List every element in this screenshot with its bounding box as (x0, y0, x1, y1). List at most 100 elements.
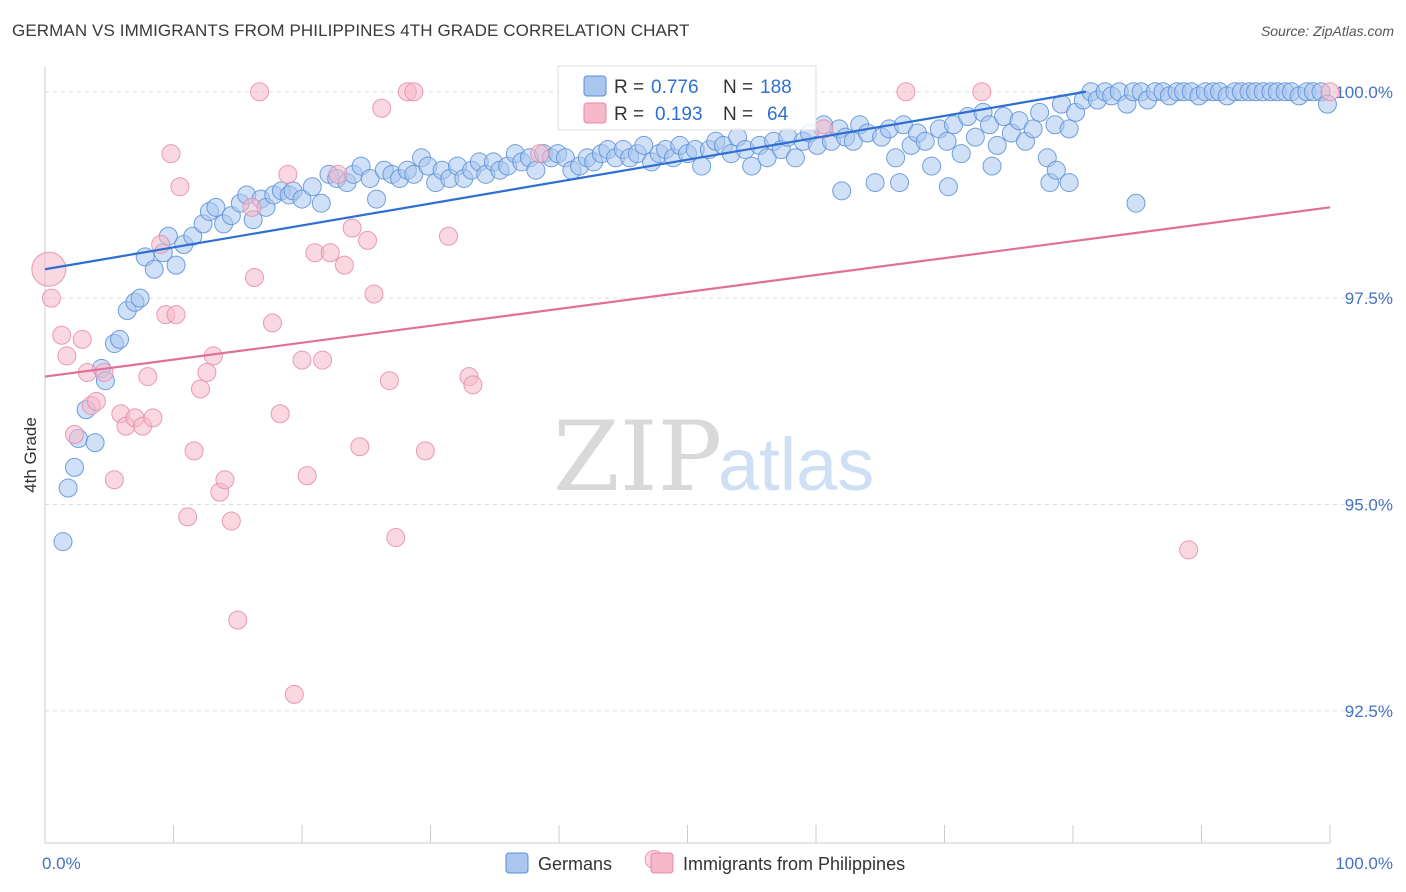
point-philippines (138, 367, 158, 387)
point-philippines (244, 268, 264, 288)
point-philippines (292, 350, 312, 370)
bottom-legend-swatch-philippines (650, 852, 674, 874)
point-germans (1009, 111, 1029, 131)
point-philippines (358, 230, 378, 250)
bottom-legend-label-germans: Germans (538, 854, 612, 874)
point-philippines (270, 404, 290, 424)
point-germans (1046, 160, 1066, 180)
y-tick-label: 97.5% (1345, 289, 1393, 308)
point-philippines (438, 226, 458, 246)
point-germans (144, 259, 164, 279)
legend-n-value-germans: 188 (760, 77, 792, 98)
point-germans (183, 226, 203, 246)
point-germans (943, 115, 963, 135)
point-germans (785, 148, 805, 168)
point-philippines (530, 144, 550, 164)
point-philippines (72, 329, 92, 349)
point-philippines (57, 346, 77, 366)
point-philippines (334, 255, 354, 275)
point-germans (692, 156, 712, 176)
grid-layer: 92.5% 95.0% 97.5% 100.0% (45, 83, 1393, 721)
watermark: ZIP atlas (553, 401, 874, 513)
point-philippines (190, 379, 210, 399)
point-philippines (197, 362, 217, 382)
point-philippines (86, 391, 106, 411)
point-philippines (228, 610, 248, 630)
point-philippines (320, 243, 340, 263)
point-philippines (104, 470, 124, 490)
point-philippines (372, 98, 392, 118)
point-germans (166, 255, 186, 275)
point-philippines (896, 82, 916, 102)
point-philippines (166, 305, 186, 325)
point-germans (922, 156, 942, 176)
point-germans (1059, 173, 1079, 193)
point-germans (915, 131, 935, 151)
point-germans (951, 144, 971, 164)
point-germans (937, 131, 957, 151)
point-germans (302, 177, 322, 197)
point-germans (987, 135, 1007, 155)
point-germans (634, 135, 654, 155)
point-germans (367, 189, 387, 209)
point-germans (1023, 119, 1043, 139)
point-germans (130, 288, 150, 308)
x-tick-label: 0.0% (42, 854, 81, 873)
point-germans (938, 177, 958, 197)
point-germans (757, 148, 777, 168)
point-philippines (143, 408, 163, 428)
point-philippines (94, 362, 114, 382)
point-philippines (350, 437, 370, 457)
point-germans (404, 164, 424, 184)
point-germans (979, 115, 999, 135)
point-germans (1126, 193, 1146, 213)
point-philippines (342, 218, 362, 238)
trend-line-germans (44, 90, 1087, 271)
axes-layer: 0.0% 100.0% 4th Grade (21, 67, 1393, 873)
point-germans (965, 127, 985, 147)
point-germans (110, 329, 130, 349)
point-philippines (52, 325, 72, 345)
point-philippines (386, 528, 406, 548)
point-germans (890, 173, 910, 193)
point-philippines (1320, 82, 1340, 102)
point-philippines (415, 441, 435, 461)
watermark-zip: ZIP (553, 401, 722, 513)
legend-r-value-germans: 0.776 (651, 77, 699, 98)
legend-n-value-philippines: 64 (767, 104, 789, 125)
y-tick-label: 100.0% (1335, 83, 1393, 102)
legend-r-label-germans: R = (614, 77, 644, 98)
legend-box: R = 0.776 N = 188 R = 0.193 N = 64 (557, 65, 817, 131)
point-philippines (1179, 540, 1199, 560)
point-germans (832, 181, 852, 201)
point-germans (292, 189, 312, 209)
series-germans (53, 82, 1337, 552)
x-tick-label: 100.0% (1335, 854, 1393, 873)
legend-swatch-philippines (583, 102, 607, 124)
point-philippines (379, 371, 399, 391)
trend-lines (44, 90, 1331, 378)
point-germans (886, 148, 906, 168)
point-philippines (313, 350, 333, 370)
point-philippines (221, 511, 241, 531)
point-philippines (215, 470, 235, 490)
legend-n-label-philippines: N = (723, 104, 753, 125)
legend-swatch-germans (583, 75, 607, 97)
point-germans (1030, 102, 1050, 122)
legend-r-label-philippines: R = (614, 104, 644, 125)
bottom-legend-label-philippines: Immigrants from Philippines (683, 854, 905, 874)
point-philippines (328, 164, 348, 184)
point-philippines (170, 177, 190, 197)
point-germans (1059, 119, 1079, 139)
point-philippines (972, 82, 992, 102)
legend-r-value-philippines: 0.193 (655, 104, 703, 125)
point-philippines (184, 441, 204, 461)
point-philippines (250, 82, 270, 102)
point-philippines (161, 144, 181, 164)
point-philippines (262, 313, 282, 333)
bottom-legend: Germans Immigrants from Philippines (505, 852, 905, 874)
point-germans (53, 532, 73, 552)
point-philippines (297, 466, 317, 486)
point-germans (206, 197, 226, 217)
